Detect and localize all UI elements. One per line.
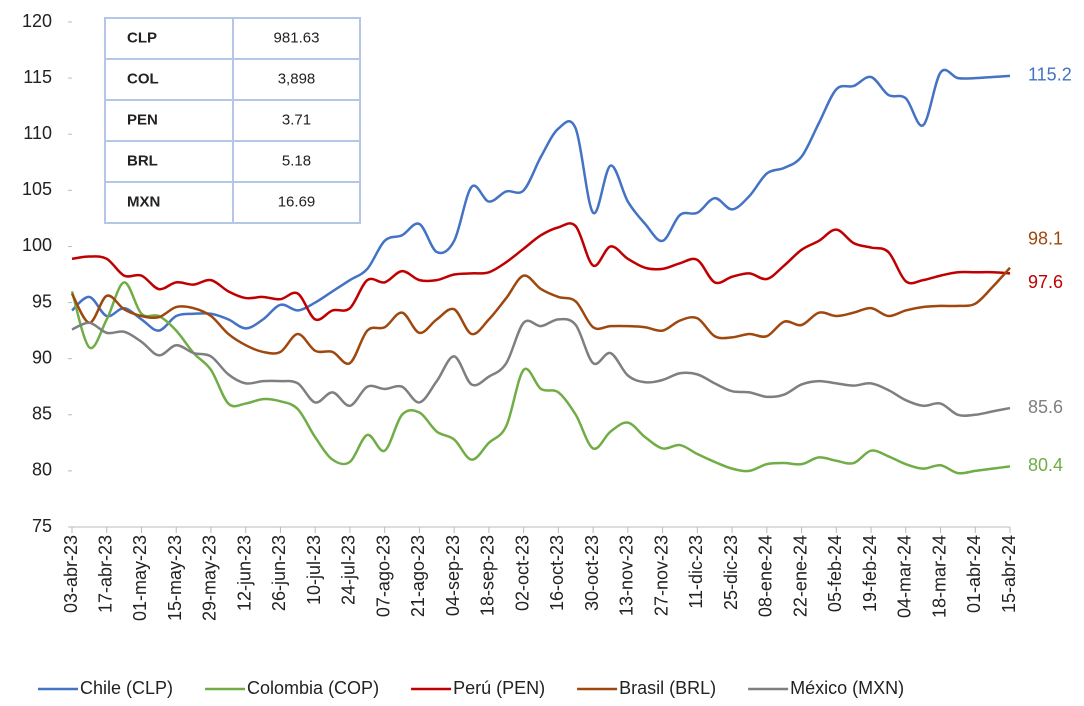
table-key: PEN — [127, 111, 158, 128]
table-value: 3.71 — [282, 111, 311, 128]
x-tick-label: 18-mar-24 — [929, 535, 949, 618]
x-tick-label: 03-abr-23 — [61, 535, 81, 613]
x-tick-label: 12-jun-23 — [234, 535, 254, 611]
x-tick-label: 10-jul-23 — [304, 535, 324, 605]
x-tick-label: 18-sep-23 — [478, 535, 498, 616]
x-tick-label: 16-oct-23 — [547, 535, 567, 611]
table-value: 981.63 — [274, 29, 320, 46]
x-tick-label: 08-ene-24 — [756, 535, 776, 617]
table-key: CLP — [127, 29, 157, 46]
value-table: CLP 981.63 COL 3,898 PEN 3.71 BRL 5.18 MXN 16.69 — [104, 17, 361, 224]
series-line — [71, 317, 1011, 417]
y-tick-label: 95 — [32, 291, 52, 311]
x-tick-label: 30-oct-23 — [582, 535, 602, 611]
x-tick-label: 21-ago-23 — [408, 535, 428, 617]
y-tick-label: 110 — [23, 123, 52, 143]
x-tick-label: 15-may-23 — [165, 535, 185, 621]
x-tick-label: 04-mar-24 — [895, 535, 915, 618]
series-line — [70, 266, 1011, 365]
x-tick-label: 22-ene-24 — [790, 535, 810, 617]
legend-label: Chile (CLP) — [80, 678, 173, 698]
x-tick-label: 05-feb-24 — [825, 535, 845, 612]
y-tick-label: 80 — [32, 460, 52, 480]
table-key: BRL — [127, 152, 158, 169]
y-tick-label: 100 — [22, 235, 52, 255]
legend-label: Brasil (BRL) — [619, 678, 716, 698]
y-tick-label: 75 — [32, 516, 52, 536]
x-tick-label: 13-nov-23 — [617, 535, 637, 616]
series-line — [70, 281, 1011, 475]
x-tick-label: 01-abr-24 — [964, 535, 984, 613]
y-tick-label: 120 — [22, 11, 52, 31]
x-tick-label: 02-oct-23 — [512, 535, 532, 611]
x-tick-label: 07-ago-23 — [373, 535, 393, 617]
series-line — [71, 222, 1011, 322]
x-tick-label: 27-nov-23 — [651, 535, 671, 616]
table-value: 16.69 — [278, 193, 316, 210]
y-tick-label: 115 — [23, 67, 52, 87]
series-line — [71, 68, 1011, 332]
x-tick-label: 17-abr-23 — [95, 535, 115, 613]
x-tick-label: 15-abr-24 — [999, 535, 1019, 613]
x-tick-label: 25-dic-23 — [721, 535, 741, 610]
end-label: 98.1 — [1028, 229, 1063, 249]
y-tick-label: 105 — [22, 179, 52, 199]
x-tick-label: 29-may-23 — [200, 535, 220, 621]
table-key: MXN — [127, 193, 160, 210]
x-tick-label: 19-feb-24 — [860, 535, 880, 612]
y-tick-label: 85 — [32, 404, 52, 424]
end-label: 97.6 — [1028, 272, 1063, 292]
x-tick-label: 11-dic-23 — [686, 535, 706, 609]
x-tick-label: 24-jul-23 — [339, 535, 359, 605]
x-tick-label: 04-sep-23 — [443, 535, 463, 616]
legend-label: Perú (PEN) — [453, 678, 545, 698]
y-tick-label: 90 — [32, 347, 52, 367]
end-label: 80.4 — [1028, 455, 1063, 475]
table-value: 5.18 — [282, 152, 311, 169]
x-tick-label: 26-jun-23 — [269, 535, 289, 611]
legend-label: Colombia (COP) — [247, 678, 379, 698]
table-value: 3,898 — [278, 70, 316, 87]
end-label: 115.2 — [1028, 65, 1072, 85]
x-tick-label: 01-may-23 — [130, 535, 150, 621]
legend-label: México (MXN) — [790, 678, 904, 698]
table-key: COL — [127, 70, 159, 87]
end-label: 85.6 — [1028, 397, 1063, 417]
